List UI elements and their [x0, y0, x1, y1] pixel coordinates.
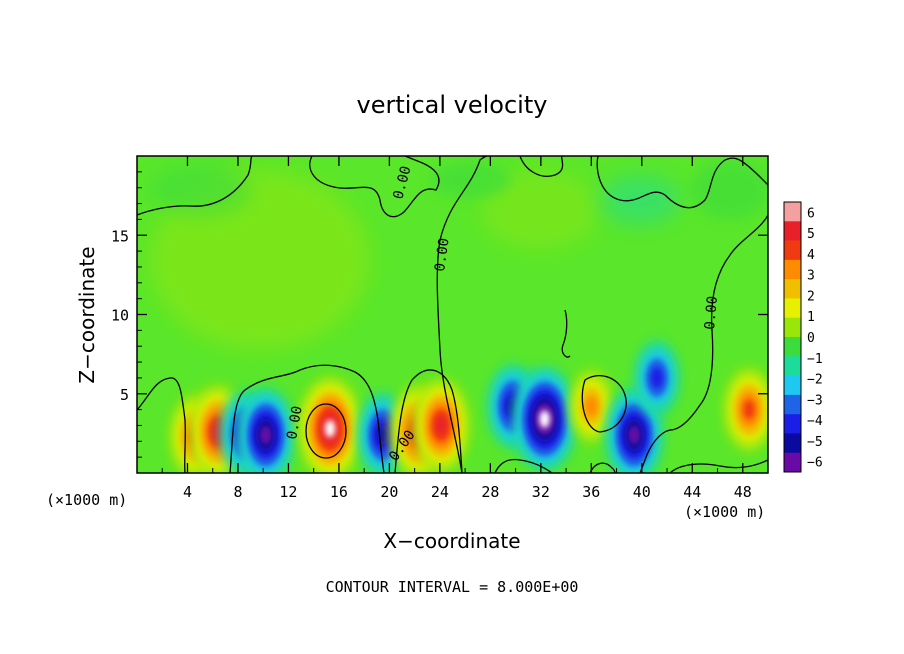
upper-cool-patch — [690, 160, 768, 220]
downdraft-cell — [635, 340, 679, 415]
updraft-cell — [298, 376, 362, 473]
x-unit-label-left: (×1000 m) — [46, 491, 127, 509]
level-ring — [260, 425, 272, 445]
zero-contour — [581, 375, 627, 433]
x-tick-label: 48 — [734, 483, 752, 501]
colorbar-label: −4 — [807, 414, 823, 429]
x-tick-label: 4 — [183, 483, 192, 501]
zero-contour — [561, 309, 571, 358]
upper-light-patch — [480, 170, 600, 250]
colorbar-label: 5 — [807, 227, 815, 242]
colorbar-band — [784, 221, 801, 241]
zero-contour — [639, 214, 768, 473]
zero-contour — [137, 377, 186, 473]
zero-contour — [305, 403, 347, 459]
downdraft-cell — [237, 387, 294, 473]
level-ring — [585, 395, 598, 418]
upper-cool-patch — [600, 175, 680, 225]
colorbar-label: 3 — [807, 269, 815, 284]
colorbar-label: 6 — [807, 206, 815, 221]
x-tick-label: 8 — [233, 483, 242, 501]
zero-contour — [596, 156, 768, 209]
colorbar-label: 1 — [807, 310, 815, 325]
downdraft-cell — [513, 367, 576, 472]
x-tick-label: 20 — [380, 483, 398, 501]
colorbar-label: 2 — [807, 289, 815, 304]
zero-contour — [309, 156, 440, 218]
x-tick-label: 28 — [481, 483, 499, 501]
x-axis-label: X−coordinate — [383, 529, 520, 553]
y-axis-label: Z−coordinate — [75, 246, 99, 383]
level-ring — [435, 416, 447, 435]
colorbar-band — [784, 259, 801, 280]
updraft-cell — [413, 378, 470, 473]
colorbar-band — [784, 414, 801, 434]
colorbar-band — [784, 279, 801, 299]
chart-title: vertical velocity — [357, 91, 548, 119]
x-tick-label: 36 — [582, 483, 600, 501]
colorbar-label: −5 — [807, 435, 823, 450]
x-tick-label: 40 — [633, 483, 651, 501]
contour-interval-note: CONTOUR INTERVAL = 8.000E+00 — [326, 578, 579, 596]
x-tick-label: 16 — [330, 483, 348, 501]
y-tick-label: 10 — [111, 307, 129, 325]
x-tick-label: 32 — [532, 483, 550, 501]
level-ring — [743, 399, 755, 420]
colorbar-band — [784, 375, 801, 396]
zero-contour — [394, 369, 463, 473]
colorbar-label: 4 — [807, 248, 815, 263]
zero-contour — [519, 156, 564, 177]
y-tick-label: 5 — [120, 386, 129, 404]
colorbar-band — [784, 202, 801, 222]
upper-light-patch — [150, 170, 370, 350]
y-axis: 5 10 15 — [111, 171, 768, 458]
plot-area: 0.00 0.00 0.00 0.00 0.00 — [137, 156, 768, 473]
colorbar-band — [784, 394, 801, 415]
level-ring — [324, 419, 336, 438]
contour-label: 0.00 — [702, 295, 721, 330]
colorbar-band — [784, 452, 801, 473]
field-shading — [150, 160, 768, 350]
level-ring — [650, 367, 664, 389]
contour-label: 0.00 — [284, 405, 306, 441]
zero-contour — [436, 156, 488, 473]
colorbar-band — [784, 433, 801, 454]
colorbar-label: 0 — [807, 331, 815, 346]
updraft-cell — [569, 369, 613, 444]
zero-contours — [137, 156, 768, 473]
colorbar-band — [784, 240, 801, 261]
zero-contour — [137, 156, 253, 216]
level-ring — [212, 422, 224, 441]
colorbar-label: −6 — [807, 456, 823, 471]
colorbar-band — [784, 337, 801, 357]
colorbar-band — [784, 356, 801, 376]
x-tick-label: 24 — [431, 483, 449, 501]
x-unit-label-right: (×1000 m) — [684, 503, 765, 521]
x-axis: 4 8 12 16 20 24 28 32 36 40 44 48 — [161, 156, 752, 501]
level-ring — [539, 410, 550, 428]
colorbar-band — [784, 317, 801, 338]
updraft-cell — [724, 367, 768, 452]
colorbar: 6 5 4 3 2 1 0 −1 −2 −3 −4 −5 −6 — [783, 201, 823, 473]
zero-contour — [229, 364, 385, 473]
zero-contour — [494, 458, 553, 473]
x-tick-label: 44 — [683, 483, 701, 501]
colorbar-label: −2 — [807, 373, 823, 388]
colorbar-frame — [783, 201, 802, 473]
colorbar-label: −3 — [807, 393, 823, 408]
contour-label: 0.00 — [432, 237, 453, 273]
colorbar-label: −1 — [807, 352, 823, 367]
x-tick-label: 12 — [279, 483, 297, 501]
level-ring — [628, 425, 640, 445]
upper-cool-patch — [150, 165, 250, 215]
zero-contour — [669, 459, 768, 473]
colorbar-band — [784, 298, 801, 319]
y-tick-label: 15 — [111, 227, 129, 245]
